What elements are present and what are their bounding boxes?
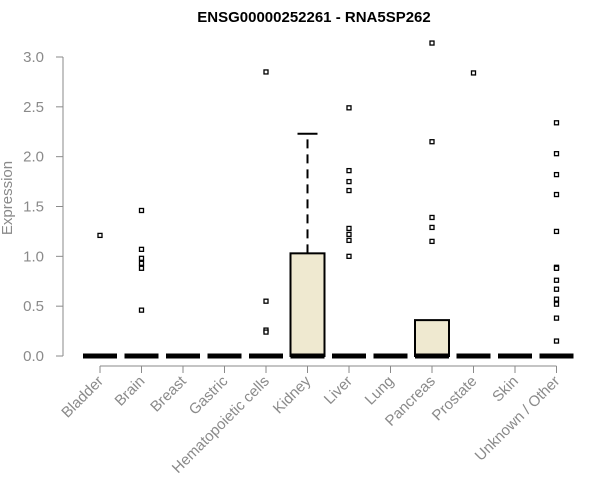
outlier-point (553, 286, 560, 292)
outlier-point (263, 329, 269, 335)
x-tick-label: Lung (362, 373, 398, 409)
x-tick-label: Breast (147, 372, 190, 415)
outlier-point (553, 151, 560, 157)
y-tick-label: 0.0 (23, 348, 44, 365)
chart-title: ENSG00000252261 - RNA5SP262 (197, 9, 430, 26)
x-tick-label: Skin (489, 373, 522, 406)
y-tick-label: 1.0 (23, 248, 44, 265)
outlier-point (346, 225, 352, 232)
outlier-point (553, 315, 560, 321)
x-tick-label: Prostate (429, 373, 481, 425)
outlier-point (346, 187, 352, 194)
x-tick-label: Liver (321, 373, 356, 408)
box-group (249, 69, 283, 359)
box-group (124, 207, 159, 359)
boxes-group (83, 40, 574, 359)
box (289, 252, 326, 358)
outlier-point (429, 224, 435, 231)
outlier-point (429, 139, 435, 145)
outlier-point (346, 178, 352, 185)
outlier-point (553, 277, 560, 283)
x-tick-label: Brain (112, 373, 149, 410)
box (414, 319, 450, 357)
outlier-point (429, 40, 435, 46)
outlier-point (346, 105, 352, 111)
outlier-point (263, 298, 269, 304)
box-group (456, 70, 491, 359)
box-group (414, 40, 450, 359)
outlier-point (553, 120, 560, 126)
x-tick-label: Kidney (270, 372, 315, 417)
outlier-point (138, 255, 145, 261)
y-axis-label: Expression (0, 161, 16, 235)
outlier-point (553, 338, 560, 344)
outlier-point (553, 265, 560, 271)
outlier-point (138, 307, 145, 313)
outlier-point (346, 253, 352, 259)
outlier-point (553, 191, 560, 198)
outlier-point (429, 214, 435, 221)
box-group (539, 120, 574, 359)
outlier-point (346, 231, 352, 238)
outlier-point (263, 69, 269, 75)
outlier-point (553, 296, 560, 302)
outlier-point (553, 228, 560, 235)
outlier-point (346, 167, 352, 174)
outlier-point (429, 238, 435, 245)
box-group (289, 132, 326, 359)
outlier-point (553, 301, 560, 307)
y-axis: 0.0 0.5 1.0 1.5 2.0 2.5 3.0 (23, 49, 64, 365)
y-tick-label: 0.5 (23, 298, 44, 315)
outlier-point (138, 260, 145, 266)
y-tick-label: 3.0 (23, 49, 44, 66)
x-tick-label: Bladder (58, 373, 107, 422)
outlier-point (138, 207, 145, 214)
outlier-point (470, 70, 477, 76)
outlier-point (138, 246, 145, 253)
y-tick-label: 1.5 (23, 199, 44, 216)
outlier-point (97, 232, 103, 239)
box-group (332, 105, 366, 359)
outlier-point (553, 171, 560, 178)
outlier-point (346, 237, 352, 244)
y-tick-label: 2.0 (23, 149, 44, 166)
y-tick-label: 2.5 (23, 99, 44, 116)
outlier-point (138, 265, 145, 271)
box-group (83, 232, 117, 359)
